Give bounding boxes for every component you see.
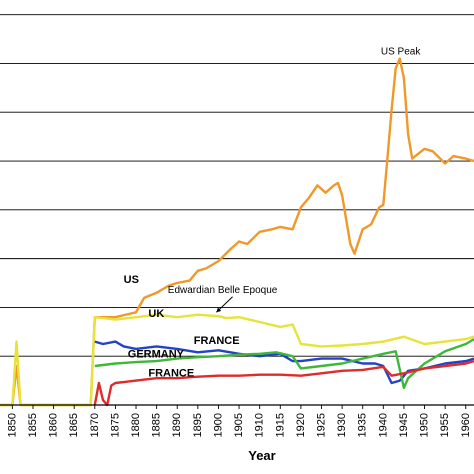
annotation-belle_epoque: Edwardian Belle Epoque <box>168 285 278 296</box>
x-tick-label: 1915 <box>274 413 286 437</box>
x-tick-label: 1890 <box>171 413 183 437</box>
x-tick-label: 1860 <box>48 413 60 437</box>
x-tick-label: 1960 <box>460 413 472 437</box>
series-line-germany-3 <box>94 338 474 390</box>
x-tick-label: 1945 <box>398 413 410 437</box>
x-tick-label: 1865 <box>68 413 80 437</box>
x-tick-label: 1905 <box>233 413 245 437</box>
x-tick-label: 1955 <box>439 413 451 437</box>
series-line-us-0 <box>0 57 474 407</box>
x-tick-label: 1950 <box>419 413 431 437</box>
series-label-france_blue: FRANCE <box>194 335 240 347</box>
annotation-arrowhead-belle_epoque <box>216 307 222 313</box>
annotations: US Peak Edwardian Belle Epoque <box>168 47 421 313</box>
x-tick-label: 1880 <box>130 413 142 437</box>
x-tick-label: 1885 <box>151 413 163 437</box>
gridlines <box>0 14 474 357</box>
x-tick-label: 1855 <box>27 413 39 437</box>
series-label-france_red: FRANCE <box>148 368 194 380</box>
series-line-france-4 <box>93 359 474 407</box>
series-label-us: US <box>124 274 139 286</box>
x-tick-label: 1920 <box>295 413 307 437</box>
series-label-germany: GERMANY <box>128 349 185 361</box>
series-labels: US UK FRANCE GERMANY FRANCE <box>124 274 240 380</box>
series-line-uk-1 <box>0 313 474 407</box>
x-tick-label: 1895 <box>192 413 204 437</box>
series-label-uk: UK <box>148 308 164 320</box>
x-tick-label: 1900 <box>212 413 224 437</box>
series-lines <box>0 57 474 407</box>
x-tick-label: 1910 <box>254 413 266 437</box>
x-tick-label: 1940 <box>377 413 389 437</box>
x-tick-label: 1935 <box>357 413 369 437</box>
x-tick-label: 1870 <box>89 413 101 437</box>
annotation-us_peak: US Peak <box>381 47 421 58</box>
x-tick-label: 1925 <box>315 413 327 437</box>
x-tick-label: 1930 <box>336 413 348 437</box>
x-axis-label: Year <box>248 448 275 463</box>
x-tick-label: 1875 <box>109 413 121 437</box>
x-tick-labels: 1850 1855 1860 1865 1870 1875 1880 1885 1890 1895… <box>6 405 472 437</box>
x-tick-label: 1850 <box>6 413 18 437</box>
